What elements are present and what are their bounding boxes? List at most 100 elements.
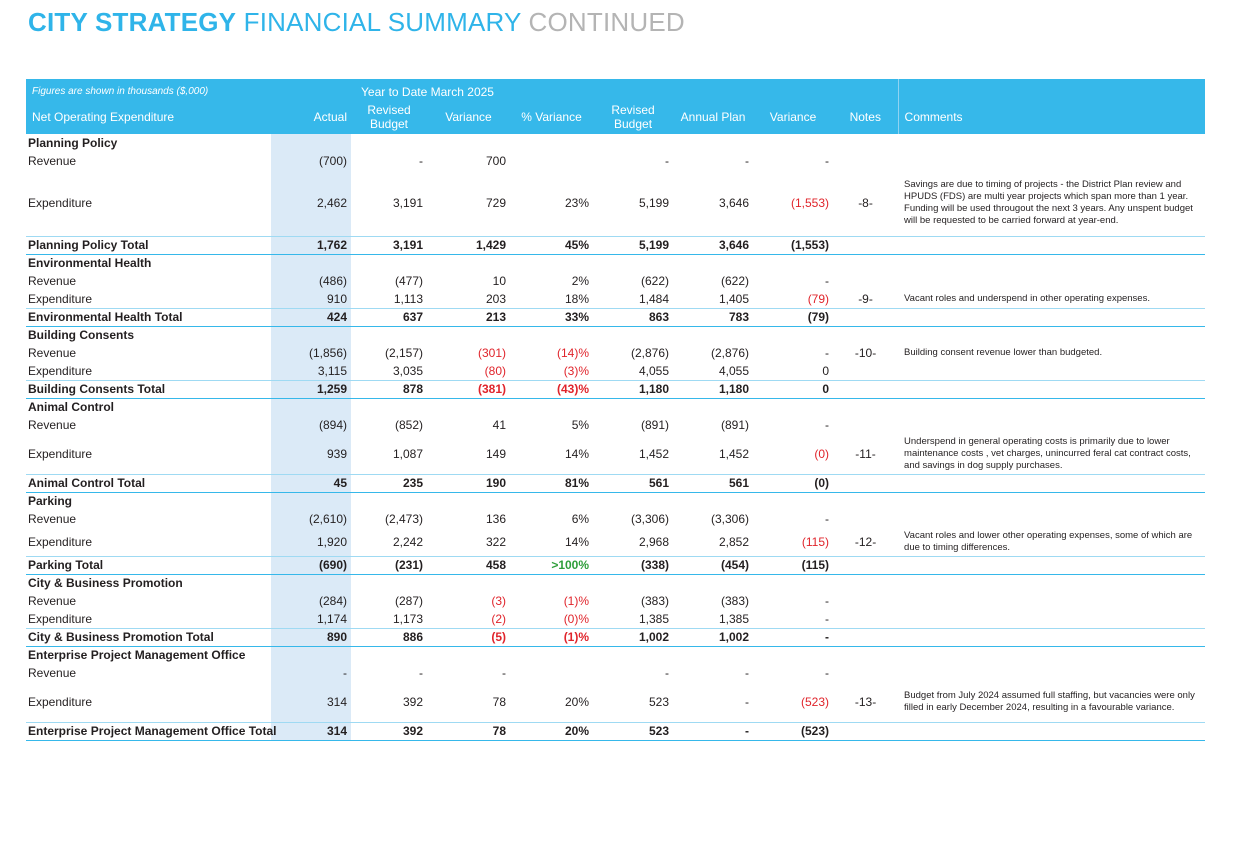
cell-revised-budget: 1,173 bbox=[392, 611, 423, 626]
cell-notes bbox=[833, 664, 898, 682]
page-title: CITY STRATEGY FINANCIAL SUMMARY CONTINUE… bbox=[28, 6, 685, 38]
row-label: Expenditure bbox=[28, 291, 93, 306]
cell-comment: Underspend in general operating costs is… bbox=[904, 435, 1191, 471]
total-actual: (690) bbox=[271, 555, 351, 575]
section-title: Enterprise Project Management Office bbox=[28, 648, 246, 663]
table-row: Revenue (894) (852) 41 5% (891) (891) - bbox=[26, 416, 1205, 434]
cell-pct-variance: 2% bbox=[571, 274, 590, 288]
cell-annual-plan: - bbox=[745, 666, 750, 680]
total-revised-budget-full: 523 bbox=[593, 721, 674, 741]
cell-pct-variance bbox=[510, 664, 593, 682]
cell-notes: -10- bbox=[854, 346, 877, 360]
cell-comment bbox=[898, 362, 1205, 380]
row-label: Expenditure bbox=[28, 195, 93, 210]
cell-pct-variance: (0)% bbox=[563, 611, 590, 626]
title-light: CONTINUED bbox=[528, 7, 685, 37]
cell-revised-budget: (287) bbox=[394, 594, 423, 608]
total-label: Building Consents Total bbox=[26, 379, 271, 399]
total-actual: 424 bbox=[271, 307, 351, 327]
total-revised-budget-full: 5,199 bbox=[593, 235, 674, 255]
row-label: Expenditure bbox=[28, 446, 93, 461]
cell-comment bbox=[898, 510, 1205, 528]
cell-actual: 939 bbox=[271, 434, 351, 474]
col-pct-variance: % Variance bbox=[510, 99, 594, 134]
cell-revised-budget: 3,035 bbox=[392, 363, 423, 378]
col-annual-plan: Annual Plan bbox=[673, 99, 754, 134]
total-variance-full: - bbox=[753, 627, 834, 647]
cell-variance-full: - bbox=[825, 666, 830, 680]
table-row: Revenue (284) (287) (3) (1)% (383) (383) - bbox=[26, 592, 1205, 610]
cell-pct-variance: (3)% bbox=[563, 363, 590, 378]
total-row: Enterprise Project Management Office Tot… bbox=[26, 721, 1206, 741]
cell-pct-variance: 14% bbox=[565, 446, 590, 461]
col-variance-full: Variance bbox=[753, 99, 834, 134]
col-variance: Variance bbox=[427, 99, 510, 134]
cell-variance-full: - bbox=[825, 346, 830, 360]
cell-comment bbox=[898, 610, 1205, 628]
section-title: Environmental Health bbox=[28, 256, 152, 271]
cell-revised-budget-full: 5,199 bbox=[639, 195, 670, 210]
cell-variance: 41 bbox=[492, 418, 506, 432]
cell-comment bbox=[898, 272, 1205, 290]
cell-pct-variance: 14% bbox=[565, 534, 590, 549]
total-revised-budget: 3,191 bbox=[351, 235, 427, 255]
total-label: City & Business Promotion Total bbox=[26, 627, 271, 647]
cell-variance: (2) bbox=[491, 611, 506, 626]
total-revised-budget-full: 561 bbox=[593, 473, 674, 493]
row-label: Revenue bbox=[28, 274, 77, 288]
total-variance-full: (1,553) bbox=[753, 235, 834, 255]
table-row: Expenditure 314 392 78 20% 523 - (523) -13- Budge… bbox=[26, 682, 1205, 722]
table-row: Revenue (486) (477) 10 2% (622) (622) - bbox=[26, 272, 1205, 290]
cell-revised-budget: - bbox=[419, 666, 423, 680]
total-variance: 458 bbox=[427, 555, 510, 575]
cell-revised-budget: 2,242 bbox=[392, 534, 423, 549]
table-row: Revenue (2,610) (2,473) 136 6% (3,306) (3,306)… bbox=[26, 510, 1205, 528]
total-row: Animal Control Total 45 235 190 81% 561 561 (0) bbox=[26, 473, 1206, 493]
cell-annual-plan: (3,306) bbox=[711, 512, 750, 526]
cell-variance-full: (79) bbox=[807, 291, 830, 306]
total-annual-plan: 1,180 bbox=[673, 379, 754, 399]
total-annual-plan: 1,002 bbox=[673, 627, 754, 647]
section-header-row: City & Business Promotion bbox=[26, 574, 1205, 592]
cell-pct-variance: 20% bbox=[565, 694, 590, 709]
cell-notes bbox=[833, 416, 898, 434]
section-header-row: Environmental Health bbox=[26, 254, 1205, 272]
cell-comment: Vacant roles and underspend in other ope… bbox=[904, 292, 1150, 304]
cell-revised-budget-full: 1,484 bbox=[639, 291, 670, 306]
cell-notes: -13- bbox=[854, 694, 877, 709]
cell-notes bbox=[833, 510, 898, 528]
col-label: Net Operating Expenditure bbox=[26, 99, 271, 134]
cell-actual: (1,856) bbox=[271, 344, 351, 362]
total-label: Environmental Health Total bbox=[26, 307, 271, 327]
cell-variance: 322 bbox=[485, 534, 506, 549]
cell-actual: (284) bbox=[271, 592, 351, 610]
cell-pct-variance: (1)% bbox=[563, 594, 590, 608]
cell-revised-budget-full: 523 bbox=[649, 694, 670, 709]
table-row: Revenue - - - - - - bbox=[26, 664, 1205, 682]
cell-revised-budget-full: 2,968 bbox=[639, 534, 670, 549]
figures-note: Figures are shown in thousands ($,000) bbox=[26, 79, 351, 99]
table-row: Expenditure 3,115 3,035 (80) (3)% 4,055 4,055 0 bbox=[26, 362, 1205, 380]
title-mid: FINANCIAL SUMMARY bbox=[243, 7, 522, 37]
total-label: Enterprise Project Management Office Tot… bbox=[26, 721, 277, 741]
total-variance: 78 bbox=[427, 721, 510, 741]
total-revised-budget-full: (338) bbox=[593, 555, 674, 575]
total-row: Parking Total (690) (231) 458 >100% (338) (454… bbox=[26, 555, 1206, 575]
cell-notes: -9- bbox=[858, 291, 873, 306]
col-revised-budget-full: Revised Budget bbox=[593, 99, 674, 134]
table-body: Planning Policy Revenue (700) -700- - - Expend… bbox=[26, 134, 1206, 741]
cell-comment: Vacant roles and lower other operating e… bbox=[904, 529, 1193, 553]
total-variance: (5) bbox=[427, 627, 510, 647]
total-actual: 45 bbox=[271, 473, 351, 493]
cell-variance-full: (115) bbox=[801, 534, 830, 549]
cell-annual-plan: 3,646 bbox=[719, 195, 750, 210]
cell-revised-budget-full: (891) bbox=[641, 418, 670, 432]
section-title: Building Consents bbox=[28, 328, 134, 343]
total-revised-budget: 878 bbox=[351, 379, 427, 399]
cell-annual-plan: (2,876) bbox=[711, 346, 750, 360]
total-variance-full: (115) bbox=[753, 555, 834, 575]
cell-variance: (80) bbox=[484, 363, 506, 378]
row-label: Expenditure bbox=[28, 611, 93, 626]
cell-actual: 1,920 bbox=[271, 528, 351, 556]
cell-actual: (2,610) bbox=[271, 510, 351, 528]
